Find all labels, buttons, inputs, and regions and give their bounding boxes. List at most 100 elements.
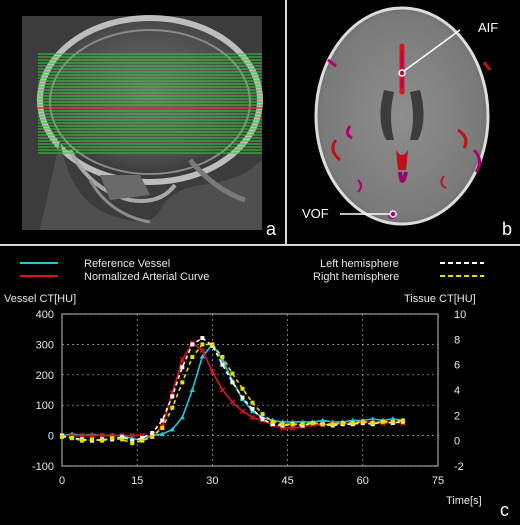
- data-point-right: [250, 400, 255, 405]
- x-tick-label: 30: [206, 475, 218, 487]
- series-line-right: [61, 343, 404, 445]
- data-point-right: [350, 420, 355, 425]
- y-tick-label-left: 400: [36, 309, 54, 321]
- y-tick-label-left: -100: [32, 461, 54, 473]
- y-tick-label-right: 0: [454, 436, 460, 448]
- legend-label-reference: Reference Vessel: [84, 258, 170, 270]
- data-point-left: [260, 417, 265, 422]
- data-point-right: [160, 426, 165, 430]
- data-point-reference: [189, 387, 195, 392]
- data-point-right: [220, 355, 225, 360]
- data-point-right: [390, 419, 395, 424]
- chart-legend: Reference Vessel Normalized Arterial Cur…: [20, 258, 484, 283]
- data-point-left: [170, 394, 175, 399]
- data-point-left: [130, 438, 135, 443]
- data-point-arterial: [249, 414, 256, 421]
- panel-letter-a: a: [265, 219, 276, 239]
- panel-letter-c: c: [500, 500, 509, 520]
- data-point-left: [250, 407, 255, 411]
- data-point-left: [270, 422, 275, 427]
- data-point-left: [220, 362, 225, 367]
- series-line-left: [61, 337, 404, 442]
- data-point-left: [240, 395, 245, 400]
- data-point-right: [120, 437, 125, 442]
- x-tick-label: 15: [131, 475, 143, 487]
- data-point-left: [150, 431, 155, 436]
- data-point-right: [70, 436, 75, 441]
- axial-ct-image: [314, 6, 492, 226]
- slab-lines: [38, 53, 262, 154]
- data-point-left: [120, 434, 125, 439]
- data-point-right: [230, 371, 235, 376]
- y-tick-label-right: -2: [454, 461, 464, 473]
- data-point-arterial: [129, 432, 135, 439]
- data-point-reference: [219, 357, 226, 362]
- data-point-arterial: [89, 432, 95, 439]
- scout-radiograph-image: [22, 15, 263, 230]
- x-tick-label: 75: [432, 475, 444, 487]
- data-point-right: [380, 419, 385, 424]
- data-point-left: [180, 365, 185, 370]
- panel-divider-horizontal: [0, 244, 520, 246]
- data-point-reference: [320, 417, 326, 423]
- plot-area: [61, 313, 439, 467]
- panel-divider-vertical: [285, 0, 287, 244]
- data-point-right: [60, 434, 64, 439]
- data-point-right: [370, 420, 375, 425]
- aif-pointer-line: [403, 29, 461, 72]
- data-point-right: [180, 380, 185, 385]
- data-point-arterial: [179, 356, 186, 363]
- panel-letter-b: b: [501, 219, 512, 239]
- legend-label-arterial: Normalized Arterial Curve: [84, 271, 209, 283]
- data-point-arterial: [199, 347, 206, 354]
- data-point-left: [200, 336, 205, 341]
- x-axis-label: Time[s]: [446, 495, 482, 507]
- data-point-left: [190, 342, 195, 347]
- data-point-right: [240, 386, 245, 391]
- legend-label-right: Right hemisphere: [313, 271, 399, 283]
- scout-image-panel: a: [0, 0, 284, 244]
- data-point-right: [100, 438, 105, 443]
- data-point-right: [190, 355, 195, 360]
- time-attenuation-chart-panel: Reference Vessel Normalized Arterial Cur…: [0, 246, 520, 520]
- legend-label-left: Left hemisphere: [320, 258, 399, 270]
- data-point-right: [90, 437, 95, 442]
- y-tick-label-right: 2: [454, 410, 460, 422]
- data-point-arterial: [79, 432, 85, 439]
- data-point-reference: [169, 426, 175, 432]
- y-tick-label-right: 8: [454, 334, 460, 346]
- data-point-arterial: [229, 399, 236, 405]
- data-point-right: [340, 420, 345, 425]
- y-axis-label-right: Tissue CT[HU]: [404, 293, 476, 305]
- axial-ct-panel: AIF VOF b: [288, 0, 520, 244]
- y-tick-label-right: 6: [454, 360, 460, 372]
- data-point-right: [110, 436, 115, 441]
- y-tick-label-left: 100: [36, 400, 54, 412]
- y-tick-label-right: 4: [454, 385, 460, 397]
- data-point-reference: [199, 353, 205, 359]
- data-point-arterial: [219, 387, 226, 393]
- data-point-right: [320, 422, 325, 427]
- x-tick-label: 45: [281, 475, 293, 487]
- data-point-arterial: [289, 425, 296, 431]
- data-point-right: [170, 405, 175, 410]
- data-point-left: [160, 418, 165, 423]
- time-attenuation-chart: Reference Vessel Normalized Arterial Cur…: [4, 258, 509, 520]
- data-point-left: [230, 380, 235, 385]
- y-tick-label-left: 300: [36, 339, 54, 351]
- data-point-right: [300, 422, 305, 427]
- data-point-right: [140, 438, 145, 443]
- data-point-right: [210, 342, 215, 347]
- data-point-right: [80, 438, 85, 443]
- vof-label: VOF: [302, 206, 329, 221]
- y-tick-label-left: 0: [48, 431, 54, 443]
- data-point-left: [140, 436, 145, 441]
- data-point-reference: [179, 414, 185, 420]
- data-point-right: [280, 422, 285, 427]
- y-axis-label-left: Vessel CT[HU]: [4, 293, 76, 305]
- data-point-arterial: [99, 432, 105, 439]
- data-point-right: [270, 419, 275, 424]
- data-point-right: [360, 419, 365, 424]
- data-point-right: [130, 441, 135, 446]
- y-tick-label-left: 200: [36, 370, 54, 382]
